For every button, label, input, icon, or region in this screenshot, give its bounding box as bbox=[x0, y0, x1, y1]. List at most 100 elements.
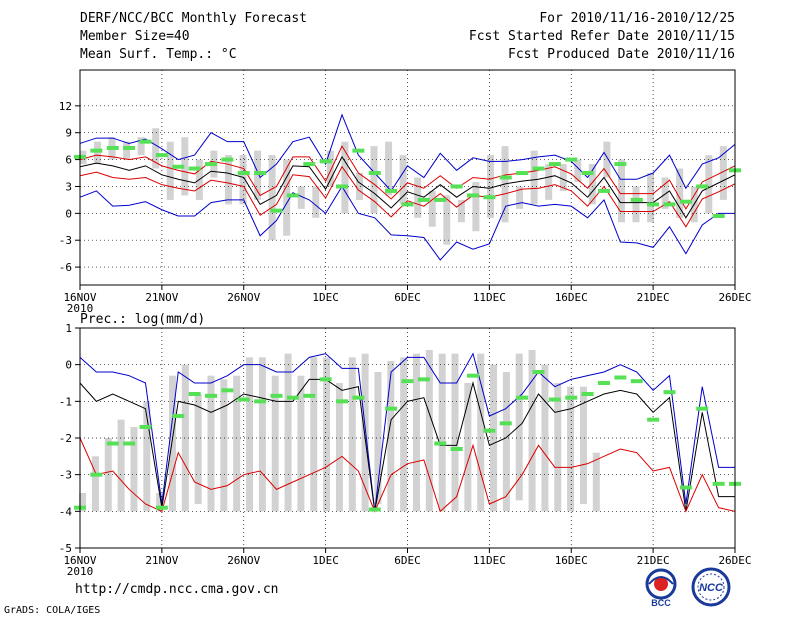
chart1-spread-box-12 bbox=[254, 150, 262, 200]
chart2-spread-box-25 bbox=[400, 357, 408, 512]
chart1-spread-box-34 bbox=[574, 159, 582, 182]
chart2-median-6 bbox=[172, 414, 185, 418]
chart2-spread-box-24 bbox=[387, 361, 395, 512]
chart2-spread-box-27 bbox=[425, 350, 433, 512]
chart1-spread-box-18 bbox=[341, 141, 349, 214]
chart1-spread-box-17 bbox=[326, 150, 334, 187]
chart1-xtick-label-8: 26DEC bbox=[718, 291, 751, 304]
chart1-series-min bbox=[79, 185, 735, 261]
chart2-spread-box-23 bbox=[374, 372, 382, 504]
grads-credit: GrADS: COLA/IGES bbox=[4, 605, 101, 616]
chart1-spread-box-35 bbox=[588, 164, 596, 205]
chart1-median-26 bbox=[499, 175, 512, 180]
chart2-median-27 bbox=[516, 395, 529, 400]
chart1-series-mean bbox=[79, 155, 736, 219]
chart1-spread-box-5 bbox=[152, 128, 160, 169]
bcc-logo-icon: BCC bbox=[645, 568, 677, 608]
chart1-median-16 bbox=[336, 184, 348, 189]
chart2-median-32 bbox=[598, 381, 610, 385]
chart1-spread-box-20 bbox=[370, 146, 378, 214]
forecast-period: For 2010/11/16-2010/12/25 bbox=[539, 11, 735, 26]
chart1-spread-box-32 bbox=[545, 164, 553, 200]
chart1-median-20 bbox=[401, 202, 414, 207]
chart1-spread-box-16 bbox=[312, 186, 320, 218]
chart2-xtick-label-2: 26NOV bbox=[227, 554, 260, 567]
chart1-x-sublabel: 2010 bbox=[67, 302, 94, 315]
chart2-spread-box-9 bbox=[194, 394, 202, 504]
chart1-median-31 bbox=[581, 171, 594, 176]
chart2-spread-box-40 bbox=[592, 452, 600, 512]
chart1-spread-box-14 bbox=[283, 159, 291, 236]
chart1-ytick-label-12: 12 bbox=[59, 100, 72, 113]
variable-label: Mean Surf. Temp.: °C bbox=[80, 47, 237, 62]
chart2-spread-box-12 bbox=[233, 375, 241, 512]
chart1-median-27 bbox=[516, 171, 529, 176]
forecast-produced: Fcst Produced Date 2010/11/16 bbox=[508, 47, 735, 62]
chart2-x-sublabel: 2010 bbox=[67, 565, 94, 578]
forecast-started: Fcst Started Refer Date 2010/11/15 bbox=[468, 29, 735, 44]
chart2-xtick-label-8: 26DEC bbox=[718, 554, 751, 567]
chart2-ytick-label-0: 0 bbox=[65, 359, 72, 372]
chart1-median-39 bbox=[712, 214, 725, 219]
chart1-median-1 bbox=[90, 148, 103, 153]
chart1-median-12 bbox=[270, 208, 283, 213]
chart1-spread-box-38 bbox=[632, 186, 640, 223]
chart1-spread-box-6 bbox=[166, 141, 174, 200]
chart2-spread-box-33 bbox=[502, 372, 510, 512]
chart2-xtick-label-6: 16DEC bbox=[555, 554, 588, 567]
chart2-median-1 bbox=[90, 472, 103, 477]
chart2-median-15 bbox=[319, 377, 332, 382]
chart2-spread-box-30 bbox=[464, 383, 472, 512]
chart2-spread-box-35 bbox=[528, 350, 536, 512]
chart1-xtick-label-3: 1DEC bbox=[312, 291, 339, 304]
chart2-median-3 bbox=[123, 441, 136, 446]
chart2-spread-box-21 bbox=[348, 357, 356, 512]
chart1-median-11 bbox=[254, 171, 267, 176]
chart2-median-33 bbox=[614, 375, 627, 380]
chart1-ytick-label-0: 0 bbox=[65, 207, 72, 220]
chart1-spread-box-27 bbox=[472, 181, 480, 232]
chart1-median-6 bbox=[172, 164, 185, 169]
chart1-median-19 bbox=[385, 188, 398, 193]
chart2-median-30 bbox=[565, 395, 578, 400]
chart1-median-38 bbox=[696, 184, 709, 189]
chart1-spread-box-30 bbox=[516, 186, 524, 209]
chart2-series-mean bbox=[79, 378, 735, 512]
chart1-series-p90 bbox=[79, 145, 736, 210]
chart1-spread-box-36 bbox=[603, 141, 611, 178]
chart1-median-9 bbox=[221, 157, 234, 162]
chart2-spread-box-20 bbox=[335, 383, 343, 512]
chart1-median-22 bbox=[434, 197, 447, 202]
source-url[interactable]: http://cmdp.ncc.cma.gov.cn bbox=[75, 582, 279, 597]
chart1-median-4 bbox=[139, 139, 152, 144]
chart1-series-p10 bbox=[79, 165, 736, 228]
chart1-ytick-label-9: 9 bbox=[65, 127, 72, 140]
chart1-median-24 bbox=[467, 193, 479, 198]
chart1-spread-box-24 bbox=[428, 190, 436, 227]
chart2-median-9 bbox=[221, 388, 234, 393]
chart2-spread-box-26 bbox=[412, 353, 420, 512]
chart2-spread-box-34 bbox=[515, 353, 523, 501]
chart2-median-23 bbox=[450, 447, 463, 451]
chart2-xtick-label-0: 16NOV bbox=[63, 554, 96, 567]
chart2-series-p10 bbox=[79, 437, 736, 513]
chart2-ytick-label--4: -4 bbox=[59, 505, 73, 518]
ncc-logo-icon: NCC bbox=[691, 567, 731, 607]
chart2-median-24 bbox=[467, 373, 479, 378]
chart2-spread-box-39 bbox=[579, 386, 587, 504]
chart2-spread-box-13 bbox=[246, 357, 254, 512]
chart2-spread-box-32 bbox=[490, 364, 498, 512]
chart1-median-35 bbox=[647, 202, 660, 207]
chart2-ytick-label--1: -1 bbox=[59, 395, 72, 408]
chart2-spread-box-10 bbox=[207, 375, 215, 512]
chart2-median-34 bbox=[630, 379, 643, 384]
chart2-median-12 bbox=[270, 393, 283, 398]
ncc-logo-label: NCC bbox=[699, 582, 724, 594]
chart2-xtick-label-4: 6DEC bbox=[394, 554, 421, 567]
member-size: Member Size=40 bbox=[80, 29, 190, 44]
chart2-ytick-label--2: -2 bbox=[59, 432, 72, 445]
chart1-spread-box-26 bbox=[457, 199, 465, 223]
chart2-spread-box-29 bbox=[451, 353, 459, 512]
chart2-median-20 bbox=[401, 379, 414, 384]
